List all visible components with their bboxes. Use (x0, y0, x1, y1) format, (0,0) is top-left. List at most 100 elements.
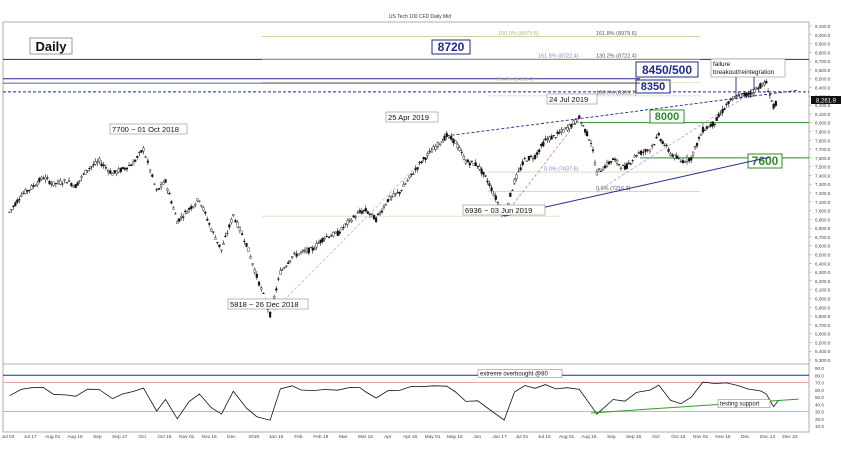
candle-body (287, 262, 290, 264)
candle-body (671, 154, 674, 157)
candle-body (657, 133, 660, 136)
x-tick-label: 2019 (248, 434, 259, 440)
candle-body (24, 189, 27, 194)
candle-body (72, 185, 75, 188)
candle-body (230, 219, 233, 223)
timeframe-label: Daily (35, 39, 67, 54)
candle-body (665, 144, 668, 146)
candle-body (408, 175, 411, 178)
price-tick-label: 9,000.0 (815, 33, 831, 38)
candle-body (735, 97, 738, 99)
key-level-label: 8350 (641, 81, 665, 93)
candle-body (669, 153, 672, 156)
x-tick-label: Jul 17 (24, 434, 37, 440)
candle-body (772, 104, 775, 109)
candle-body (430, 150, 433, 153)
candle-body (224, 235, 227, 238)
candle-body (129, 164, 133, 167)
candle-body (747, 93, 750, 95)
candle-body (368, 213, 371, 215)
candle-body (119, 168, 122, 173)
candle-body (651, 145, 654, 147)
x-tick-label: Aug 16 (67, 434, 83, 440)
candle-body (153, 183, 156, 185)
candle-body (88, 168, 91, 170)
candle-body (253, 269, 256, 273)
candle-body (548, 136, 551, 141)
candle-body (155, 189, 158, 191)
candle-body (759, 83, 762, 89)
candle-body (358, 210, 361, 213)
candle-body (186, 211, 189, 214)
candle-body (631, 160, 634, 162)
candle-body (46, 177, 49, 179)
candle-body (741, 93, 744, 95)
candle-body (332, 232, 335, 237)
candle-body (494, 195, 497, 200)
x-tick-label: Sep (607, 434, 616, 440)
candle-body (78, 180, 81, 182)
candle-body (705, 126, 708, 129)
price-tick-label: 7,500.0 (815, 165, 831, 170)
candle-body (285, 265, 288, 267)
candle-body (422, 157, 425, 159)
x-tick-label: Nov 16 (715, 434, 731, 440)
candle-body (392, 193, 395, 197)
candle-body (360, 211, 363, 214)
candle-body (627, 162, 630, 164)
candle-body (222, 243, 225, 245)
x-tick-label: Aug 01 (559, 434, 575, 440)
candle-body (10, 209, 13, 211)
candle-body (157, 188, 161, 190)
candle-body (511, 189, 514, 191)
candle-body (566, 127, 569, 131)
candle-body (737, 94, 740, 96)
key-level-box (747, 153, 783, 169)
candle-body (513, 179, 516, 184)
candle-body (617, 164, 621, 166)
candle-body (204, 211, 207, 214)
indicator-tick-label: 60.0 (815, 388, 824, 393)
candle-body (552, 134, 555, 136)
candle-body (295, 253, 298, 257)
x-tick-label: Aug 16 (581, 434, 597, 440)
candle-body (755, 87, 758, 89)
candle-body (232, 214, 235, 216)
candle-body (70, 183, 73, 186)
candle-body (404, 183, 407, 185)
candle-body (84, 169, 87, 175)
candle-body (639, 150, 643, 155)
candle-body (416, 167, 419, 170)
price-tick-label: 9,100.0 (815, 24, 831, 29)
candle-body (774, 101, 777, 106)
price-tick-label: 6,100.0 (815, 288, 831, 293)
candle-body (424, 157, 427, 160)
candle-body (445, 133, 448, 137)
candle-body (317, 242, 320, 244)
x-tick-label: Oct 16 (157, 434, 171, 440)
candle-body (26, 190, 29, 192)
candle-body (517, 170, 520, 172)
overbought-label: extreme overbought @80 (480, 371, 548, 377)
annotation-label: 24 Jul 2019 (549, 95, 588, 104)
candle-body (644, 148, 647, 152)
candle-body (380, 210, 384, 213)
candle-body (466, 159, 469, 163)
candle-body (336, 230, 339, 236)
fib-level-label: 130.2% (8722.4) (596, 54, 637, 60)
indicator-tick-label: 30.0 (815, 410, 824, 415)
candle-body (125, 167, 129, 170)
candle-body (554, 137, 557, 139)
candle-body (162, 181, 165, 185)
price-tick-label: 8,900.0 (815, 42, 831, 47)
candle-body (574, 119, 577, 124)
key-level-box (635, 79, 671, 94)
candle-body (92, 164, 95, 166)
x-tick-label: Sep (93, 434, 102, 440)
price-tick-label: 7,900.0 (815, 129, 831, 134)
fib-swing-line (596, 82, 767, 192)
candle-body (132, 161, 135, 166)
candle-body (648, 149, 652, 152)
candle-body (350, 219, 353, 223)
price-tick-label: 7,100.0 (815, 200, 831, 205)
